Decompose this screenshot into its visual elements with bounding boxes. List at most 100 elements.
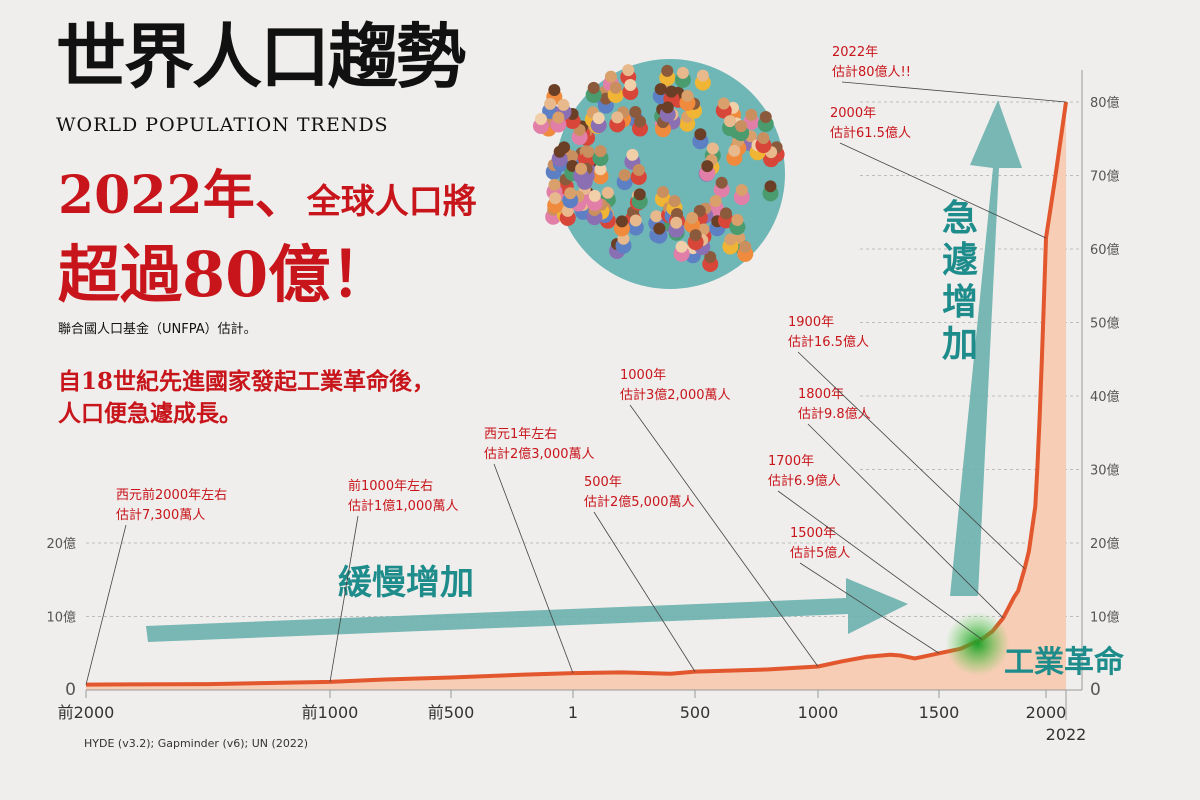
y-tick-label-right: 10億 bbox=[1090, 610, 1120, 626]
annotation-label-line2: 估計3億2,000萬人 bbox=[620, 387, 731, 403]
page-subtitle: WORLD POPULATION TRENDS bbox=[56, 114, 389, 136]
crowd-person-head bbox=[735, 120, 748, 133]
annotation-label-line1: 1900年 bbox=[788, 315, 834, 330]
crowd-person-head bbox=[733, 232, 746, 245]
industrial-revolution-label: 工業革命 bbox=[1004, 645, 1125, 680]
crowd-person-head bbox=[587, 81, 600, 94]
population-area bbox=[86, 102, 1066, 690]
rapid-growth-label-char: 增 bbox=[942, 282, 978, 323]
annotation-label-line1: 2022年 bbox=[832, 45, 878, 60]
crowd-person-head bbox=[715, 176, 728, 189]
crowd-person-head bbox=[629, 214, 642, 227]
crowd-person-head bbox=[534, 112, 547, 125]
crowd-person-head bbox=[757, 132, 770, 145]
annotation-label-line2: 估計16.5億人 bbox=[788, 334, 869, 350]
crowd-continents bbox=[532, 64, 785, 273]
crowd-person-head bbox=[668, 195, 681, 208]
crowd-person-head bbox=[624, 79, 637, 92]
crowd-person-head bbox=[728, 144, 741, 157]
annotation-label-line2: 估計2億5,000萬人 bbox=[584, 494, 695, 510]
y-tick-label-left: 10億 bbox=[46, 610, 76, 626]
crowd-person-head bbox=[661, 101, 674, 114]
x-tick-label: 1500 bbox=[919, 703, 960, 722]
crowd-person-head bbox=[632, 163, 645, 176]
annotation-label-line1: 前1000年左右 bbox=[348, 478, 433, 494]
y-tick-label-left: 20億 bbox=[46, 536, 76, 552]
crowd-person-head bbox=[553, 145, 566, 158]
x-tick-label: 前2000 bbox=[58, 703, 115, 722]
annotation-label-line2: 估計61.5億人 bbox=[830, 125, 911, 141]
annotation-connector bbox=[839, 142, 1047, 239]
crowd-person-head bbox=[717, 97, 730, 110]
crowd-person-head bbox=[544, 97, 557, 110]
crowd-person-head bbox=[701, 160, 714, 173]
crowd-person-head bbox=[696, 69, 709, 82]
annotation-label-line2: 估計5億人 bbox=[790, 545, 850, 561]
headline-year: 2022年、 bbox=[58, 165, 307, 226]
crowd-person-head bbox=[693, 204, 706, 217]
crowd-person-head bbox=[675, 240, 688, 253]
annotation-label-line2: 估計6.9億人 bbox=[768, 473, 841, 489]
crowd-person-head bbox=[622, 64, 635, 77]
rapid-growth-label-char: 加 bbox=[942, 324, 978, 365]
crowd-person-head bbox=[601, 186, 614, 199]
crowd-person-head bbox=[629, 105, 642, 118]
crowd-person-head bbox=[633, 188, 646, 201]
annotation-connector bbox=[593, 511, 696, 672]
crowd-person-head bbox=[615, 215, 628, 228]
crowd-person-head bbox=[566, 150, 579, 163]
crowd-person-head bbox=[719, 207, 732, 220]
crowd-person-head bbox=[609, 81, 622, 94]
annotation-label-line1: 1800年 bbox=[798, 387, 844, 402]
slow-growth-arrow bbox=[146, 578, 908, 642]
x-tick-label: 前500 bbox=[428, 703, 475, 722]
annotation-connector bbox=[797, 351, 1025, 570]
y-tick-label-right: 40億 bbox=[1090, 389, 1120, 405]
crowd-person-head bbox=[739, 240, 752, 253]
annotation-label-line2: 估計1億1,000萬人 bbox=[348, 498, 459, 514]
crowd-person-head bbox=[588, 189, 601, 202]
crowd-person-head bbox=[681, 89, 694, 102]
annotation-label-line1: 西元前2000年左右 bbox=[116, 487, 227, 503]
globe-illustration bbox=[532, 59, 785, 289]
crowd-person-head bbox=[706, 142, 719, 155]
crowd-person-head bbox=[552, 111, 565, 124]
x-tick-label: 2000 bbox=[1026, 703, 1067, 722]
crowd-person-head bbox=[709, 195, 722, 208]
annotation-connector bbox=[807, 423, 1004, 619]
rapid-growth-label-char: 急 bbox=[942, 198, 978, 239]
industrial-revolution-glow bbox=[945, 611, 1010, 676]
crowd-person-head bbox=[665, 85, 678, 98]
headline-population: 全球人口將 bbox=[306, 182, 477, 222]
crowd-person-head bbox=[676, 66, 689, 79]
annotation-label-line2: 估計80億人!! bbox=[832, 64, 911, 80]
annotation-connector bbox=[629, 404, 819, 667]
x-tick-label: 2022 bbox=[1046, 725, 1087, 744]
page-title: 世界人口趨勢 bbox=[56, 15, 466, 98]
annotation-label-line1: 1000年 bbox=[620, 368, 666, 383]
annotation-label-line2: 估計2億3,000萬人 bbox=[484, 446, 595, 462]
crowd-person-head bbox=[594, 145, 607, 158]
annotation-label-line1: 1500年 bbox=[790, 526, 836, 541]
crowd-person-head bbox=[611, 111, 624, 124]
y-tick-label-right: 80億 bbox=[1090, 95, 1120, 111]
crowd-person-head bbox=[634, 115, 647, 128]
crowd-person-head bbox=[686, 212, 699, 225]
crowd-person-head bbox=[745, 108, 758, 121]
annotation-connector bbox=[799, 562, 940, 654]
annotation-label-line2: 估計9.8億人 bbox=[798, 406, 871, 422]
crowd-person-head bbox=[592, 112, 605, 125]
y-tick-label-right: 30億 bbox=[1090, 463, 1120, 479]
annotation-label-line1: 1700年 bbox=[768, 454, 814, 469]
y-tick-label-left: 0 bbox=[65, 680, 76, 700]
subtext-line-2: 人口便急遽成長。 bbox=[58, 400, 242, 428]
annotation-label-line2: 估計7,300萬人 bbox=[116, 507, 205, 523]
population-line bbox=[85, 101, 1068, 687]
subtext: 自18世紀先進國家發起工業革命後， 人口便急遽成長。 bbox=[58, 366, 435, 430]
crowd-person-head bbox=[549, 192, 562, 205]
crowd-person-head bbox=[650, 210, 663, 223]
x-tick-label: 1 bbox=[568, 703, 578, 722]
annotation-connector bbox=[841, 81, 1067, 103]
crowd-person-head bbox=[656, 186, 669, 199]
crowd-person-head bbox=[654, 83, 667, 96]
